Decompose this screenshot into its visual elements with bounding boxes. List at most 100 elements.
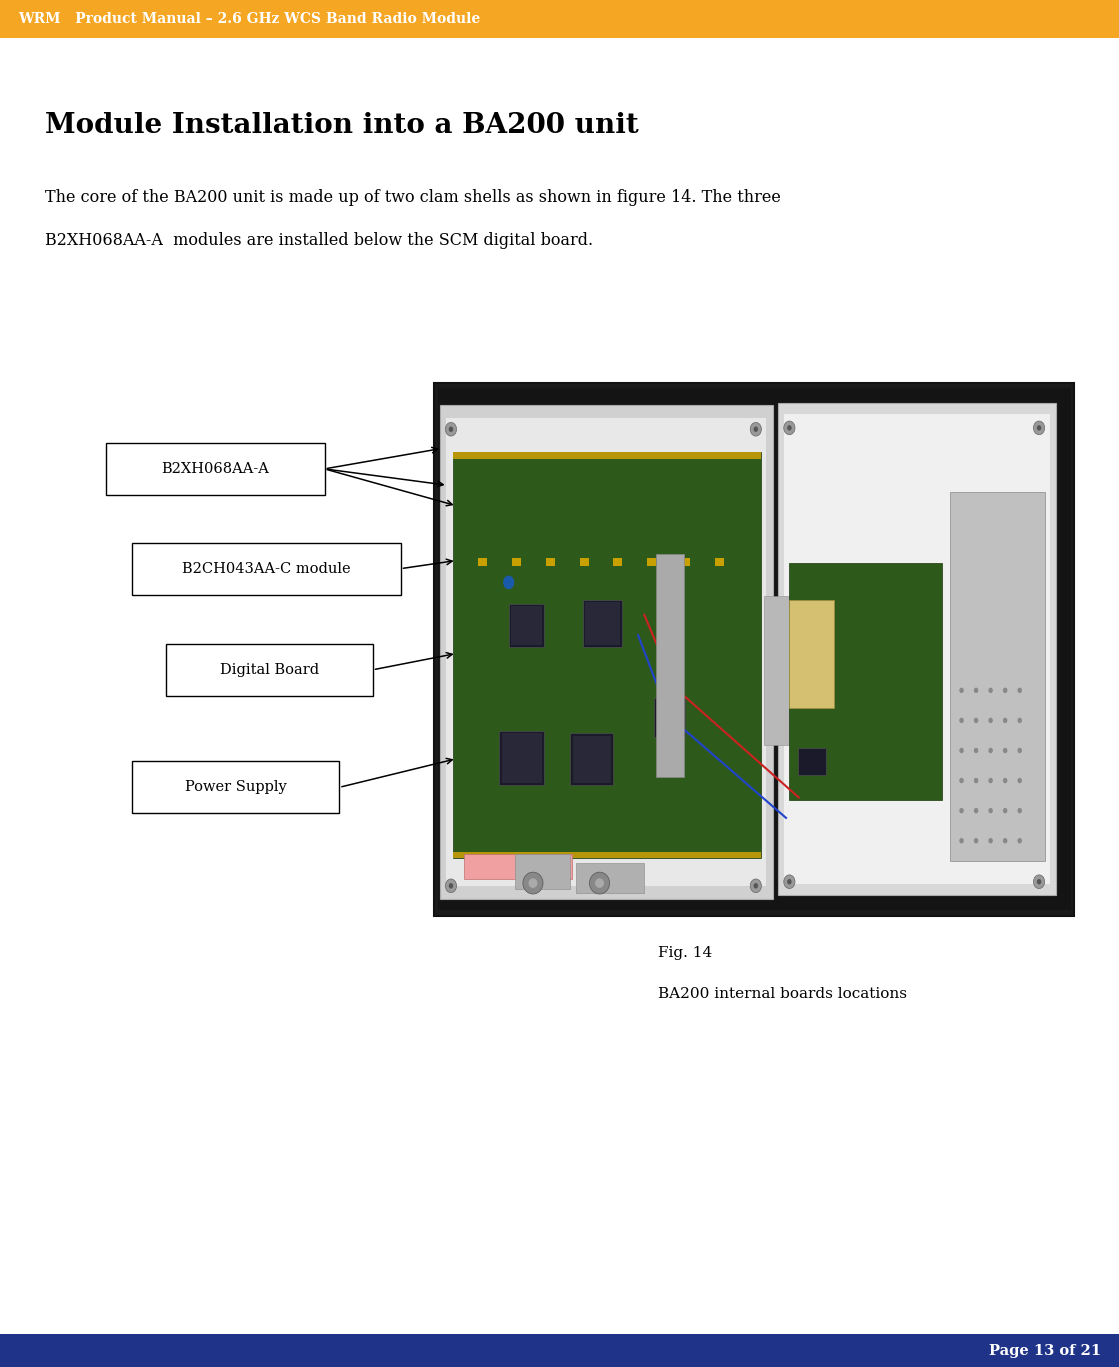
Text: B2CH043AA-C module: B2CH043AA-C module xyxy=(182,562,350,576)
Ellipse shape xyxy=(988,808,993,813)
Text: The core of the BA200 unit is made up of two clam shells as shown in figure 14. : The core of the BA200 unit is made up of… xyxy=(45,189,781,205)
Ellipse shape xyxy=(1017,748,1022,753)
Bar xyxy=(778,403,1056,895)
Text: B2XH068AA-A  modules are installed below the SCM digital board.: B2XH068AA-A modules are installed below … xyxy=(45,232,593,249)
Bar xyxy=(656,554,684,778)
Ellipse shape xyxy=(528,878,537,889)
Bar xyxy=(511,558,520,566)
Bar xyxy=(763,596,794,745)
Bar xyxy=(546,558,555,566)
Text: Page 13 of 21: Page 13 of 21 xyxy=(989,1344,1101,1357)
Bar xyxy=(789,563,942,800)
Bar xyxy=(446,418,765,886)
Ellipse shape xyxy=(787,879,791,884)
Ellipse shape xyxy=(595,878,604,889)
Ellipse shape xyxy=(1003,688,1007,693)
Bar xyxy=(509,604,545,648)
Bar xyxy=(0,0,1119,38)
Bar xyxy=(132,543,401,595)
Ellipse shape xyxy=(753,427,758,432)
Ellipse shape xyxy=(974,748,978,753)
Ellipse shape xyxy=(449,883,453,889)
Bar xyxy=(501,734,542,783)
Bar xyxy=(0,1334,1119,1367)
Bar xyxy=(798,748,826,775)
Text: BA200 internal boards locations: BA200 internal boards locations xyxy=(658,987,908,1001)
Ellipse shape xyxy=(988,778,993,783)
Bar xyxy=(715,558,724,566)
Bar xyxy=(789,600,834,708)
Bar xyxy=(478,558,487,566)
Bar xyxy=(438,388,1071,910)
Ellipse shape xyxy=(783,875,794,889)
Bar xyxy=(583,600,622,648)
Text: Module Installation into a BA200 unit: Module Installation into a BA200 unit xyxy=(45,112,639,139)
Ellipse shape xyxy=(787,425,791,431)
Bar xyxy=(499,731,544,786)
Bar xyxy=(166,644,373,696)
Ellipse shape xyxy=(1017,688,1022,693)
Ellipse shape xyxy=(988,688,993,693)
Ellipse shape xyxy=(1017,778,1022,783)
Bar xyxy=(453,852,761,858)
Bar xyxy=(585,603,620,645)
Text: Power Supply: Power Supply xyxy=(185,781,286,794)
Bar xyxy=(106,443,325,495)
Ellipse shape xyxy=(1034,421,1045,435)
Ellipse shape xyxy=(523,872,543,894)
Bar xyxy=(681,558,690,566)
Bar xyxy=(576,863,645,893)
Ellipse shape xyxy=(590,872,610,894)
Bar xyxy=(464,854,572,879)
Ellipse shape xyxy=(988,718,993,723)
Ellipse shape xyxy=(1003,718,1007,723)
Ellipse shape xyxy=(959,808,963,813)
Ellipse shape xyxy=(1037,879,1042,884)
Ellipse shape xyxy=(959,838,963,843)
Bar xyxy=(656,701,683,734)
Ellipse shape xyxy=(959,688,963,693)
Bar xyxy=(613,558,622,566)
Ellipse shape xyxy=(1017,838,1022,843)
Ellipse shape xyxy=(504,576,515,589)
Ellipse shape xyxy=(445,879,457,893)
Bar xyxy=(132,761,339,813)
Ellipse shape xyxy=(974,688,978,693)
Ellipse shape xyxy=(1003,748,1007,753)
Bar xyxy=(648,558,657,566)
Ellipse shape xyxy=(974,808,978,813)
Bar xyxy=(515,854,571,889)
Ellipse shape xyxy=(959,748,963,753)
Bar xyxy=(783,414,1051,884)
Bar xyxy=(573,737,611,783)
Ellipse shape xyxy=(750,879,761,893)
Ellipse shape xyxy=(1017,808,1022,813)
Ellipse shape xyxy=(1037,425,1042,431)
Ellipse shape xyxy=(1003,838,1007,843)
Ellipse shape xyxy=(750,422,761,436)
Bar xyxy=(511,607,543,645)
Ellipse shape xyxy=(988,838,993,843)
Text: Fig. 14: Fig. 14 xyxy=(658,946,713,960)
Ellipse shape xyxy=(753,883,758,889)
Ellipse shape xyxy=(959,778,963,783)
Bar xyxy=(453,452,761,459)
Bar xyxy=(434,383,1074,916)
Bar xyxy=(950,492,1045,861)
Ellipse shape xyxy=(445,422,457,436)
Ellipse shape xyxy=(988,748,993,753)
Ellipse shape xyxy=(959,718,963,723)
Ellipse shape xyxy=(1003,808,1007,813)
Bar xyxy=(571,734,613,786)
Ellipse shape xyxy=(974,838,978,843)
Ellipse shape xyxy=(783,421,794,435)
Ellipse shape xyxy=(1003,778,1007,783)
Bar xyxy=(580,558,589,566)
Bar xyxy=(653,699,685,737)
Ellipse shape xyxy=(1034,875,1045,889)
Bar xyxy=(440,405,772,899)
Bar xyxy=(453,452,761,858)
Text: WRM   Product Manual – 2.6 GHz WCS Band Radio Module: WRM Product Manual – 2.6 GHz WCS Band Ra… xyxy=(18,12,480,26)
Ellipse shape xyxy=(974,778,978,783)
Ellipse shape xyxy=(1017,718,1022,723)
